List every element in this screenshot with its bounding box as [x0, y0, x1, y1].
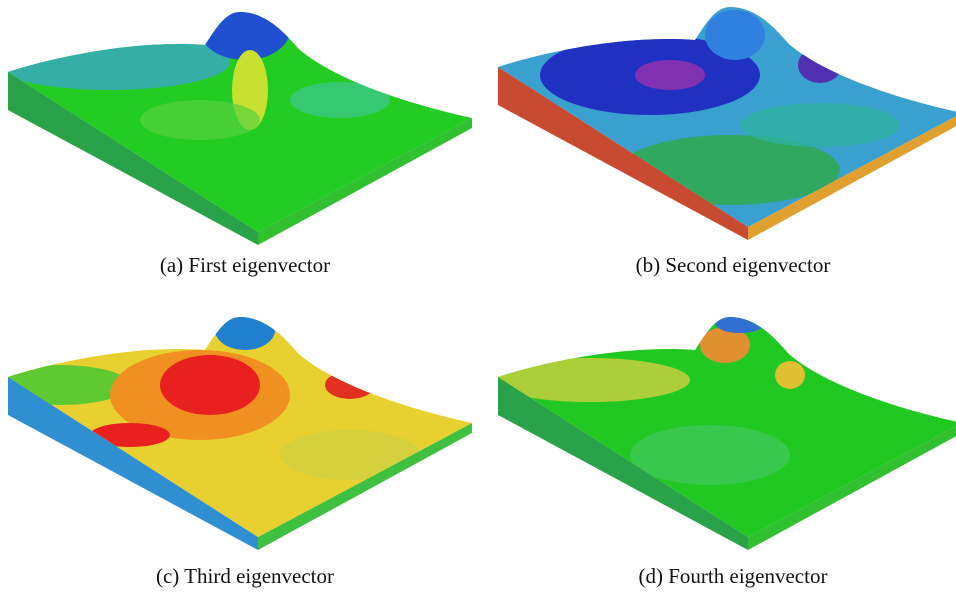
terrain-render	[490, 305, 956, 550]
caption: (a) First eigenvector	[160, 253, 330, 277]
caption: (c) Third eigenvector	[156, 564, 334, 588]
terrain-render	[0, 305, 480, 550]
terrain-render	[490, 0, 956, 240]
figure: (a) First eigenvector (b) Second eigenve…	[0, 0, 956, 599]
caption: (d) Fourth eigenvector	[639, 564, 828, 588]
caption: (b) Second eigenvector	[636, 253, 831, 277]
terrain-render	[0, 0, 480, 245]
